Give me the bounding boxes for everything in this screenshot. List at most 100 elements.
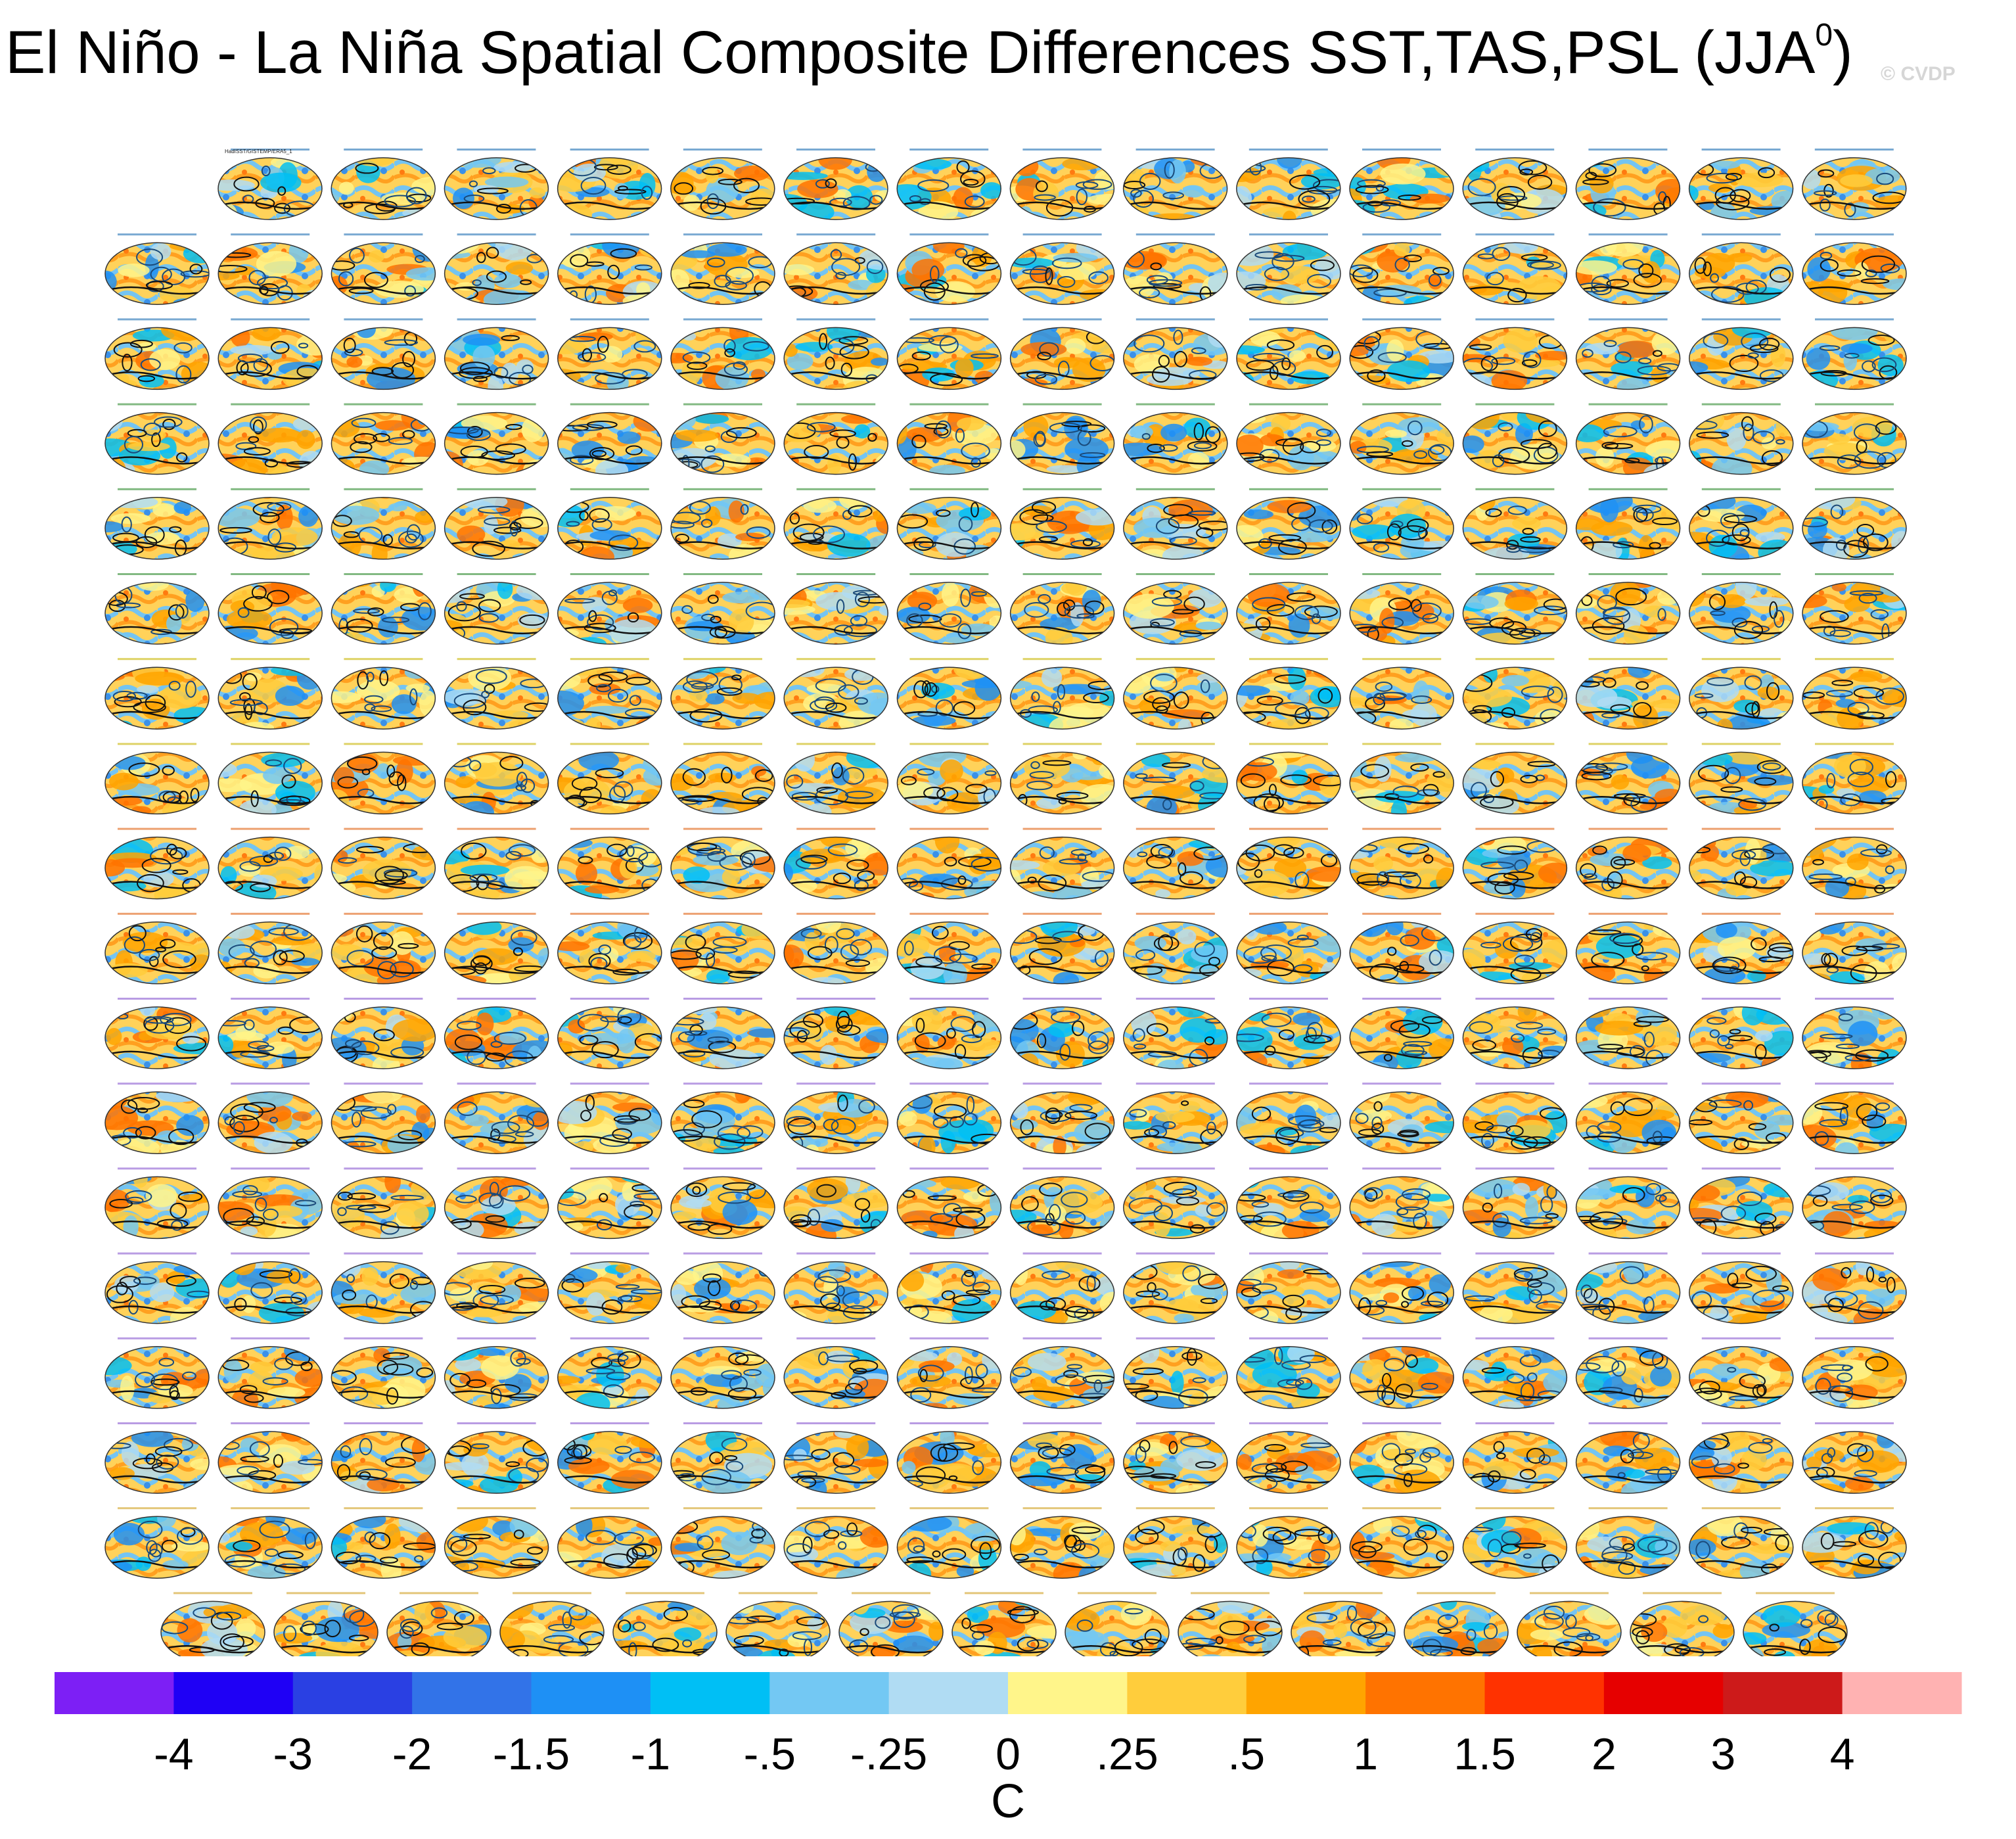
- anomaly-blob: [1086, 634, 1109, 644]
- composite-map-panel: [896, 998, 1002, 1069]
- psl-contour: [1051, 1010, 1081, 1024]
- psl-contour: [244, 1393, 264, 1403]
- psl-contour: [1186, 1347, 1198, 1366]
- psl-contour: [1820, 1033, 1853, 1040]
- composite-map-panel: [557, 743, 662, 815]
- psl-contour: [708, 1040, 737, 1054]
- composite-map-panel: [670, 912, 775, 985]
- anomaly-blob: [1212, 1346, 1227, 1361]
- psl-contour: [486, 270, 507, 283]
- psl-contour: [354, 432, 378, 445]
- anomaly-blob: [1726, 427, 1747, 451]
- psl-contour: [852, 1368, 867, 1374]
- psl-contour: [1135, 1290, 1160, 1297]
- psl-contour: [160, 1013, 192, 1027]
- composite-map-panel: [1349, 912, 1454, 985]
- psl-contour: [1036, 1033, 1047, 1048]
- psl-contour: [160, 939, 176, 949]
- anomaly-blob: [649, 1271, 662, 1281]
- anomaly-blob: [1394, 753, 1437, 763]
- psl-contour: [1706, 529, 1730, 547]
- anomaly-blob: [1046, 465, 1084, 473]
- psl-contour: [1521, 359, 1538, 367]
- panel-caption: [344, 488, 423, 490]
- anomaly-blob: [468, 667, 512, 691]
- globe-outline: [896, 582, 1002, 645]
- globe-outline: [1462, 836, 1568, 900]
- psl-contour: [331, 456, 436, 465]
- anomaly-blob: [897, 184, 932, 210]
- composite-map-panel: [670, 1252, 775, 1324]
- psl-contour: [384, 339, 418, 346]
- psl-contour: [1039, 342, 1059, 357]
- anomaly-blob: [1813, 1092, 1849, 1102]
- anomaly-blob: [463, 333, 501, 346]
- anomaly-blob: [1313, 667, 1339, 678]
- psl-contour: [145, 694, 166, 711]
- psl-contour: [1751, 937, 1767, 951]
- globe-outline: [444, 921, 549, 985]
- psl-contour: [154, 416, 183, 428]
- anomaly-blob: [140, 1007, 156, 1017]
- psl-contour: [1413, 1213, 1427, 1230]
- composite-map-panel: [1236, 912, 1341, 985]
- anomaly-blob: [261, 753, 306, 768]
- anomaly-blob: [375, 281, 424, 298]
- psl-contour: [444, 1050, 549, 1059]
- composite-map-panel: [218, 149, 323, 220]
- psl-contour: [1375, 1299, 1388, 1307]
- psl-contour: [1826, 773, 1836, 789]
- psl-contour: [113, 342, 143, 358]
- psl-contour: [467, 425, 483, 438]
- panel-caption: [1588, 743, 1668, 745]
- psl-contour: [786, 774, 804, 789]
- globe-outline: [1575, 1261, 1681, 1324]
- anomaly-blob: [784, 599, 810, 609]
- psl-contour: [1141, 432, 1151, 440]
- composite-map-panel: [1009, 743, 1115, 815]
- psl-contour: [477, 505, 511, 514]
- psl-contour: [1123, 966, 1227, 974]
- psl-contour: [897, 286, 1001, 295]
- globe-outline: [783, 1091, 888, 1154]
- panel-caption: [1588, 318, 1668, 321]
- anomaly-blob: [105, 1106, 139, 1130]
- panel-caption: [1135, 827, 1215, 830]
- psl-contour: [1774, 609, 1785, 628]
- psl-contour: [444, 1305, 549, 1314]
- panel-caption: [1022, 912, 1102, 915]
- psl-contour: [365, 1294, 378, 1309]
- panel-caption: [570, 488, 649, 490]
- composite-map-panel: [1575, 1337, 1681, 1409]
- globe-outline: [1349, 1176, 1454, 1240]
- psl-contour: [1312, 179, 1340, 193]
- psl-contour: [1288, 1115, 1321, 1127]
- psl-contour: [331, 201, 436, 210]
- psl-contour: [1133, 1043, 1147, 1050]
- psl-contour: [606, 1372, 631, 1381]
- psl-contour: [1537, 442, 1557, 459]
- psl-contour: [1860, 849, 1892, 857]
- panel-caption: [1475, 827, 1555, 830]
- anomaly-blob: [1576, 377, 1603, 390]
- psl-contour: [1123, 286, 1227, 295]
- anomaly-blob: [728, 500, 745, 523]
- psl-contour: [683, 1050, 706, 1058]
- composite-map-panel: [1689, 318, 1794, 390]
- psl-contour: [1762, 762, 1781, 771]
- anomaly-blob: [1080, 783, 1114, 808]
- psl-contour: [944, 856, 957, 867]
- composite-map-panel: [1802, 827, 1907, 900]
- composite-map-panel: [444, 743, 549, 815]
- psl-contour: [624, 935, 642, 948]
- anomaly-blob: [145, 1184, 177, 1207]
- psl-contour: [218, 1135, 323, 1144]
- psl-contour: [1729, 1029, 1741, 1035]
- psl-contour: [1808, 873, 1843, 880]
- psl-contour: [1163, 1181, 1197, 1196]
- psl-contour: [1576, 286, 1680, 295]
- panel-caption: [683, 1082, 762, 1085]
- anomaly-blob: [1875, 195, 1906, 207]
- psl-contour: [965, 1290, 991, 1295]
